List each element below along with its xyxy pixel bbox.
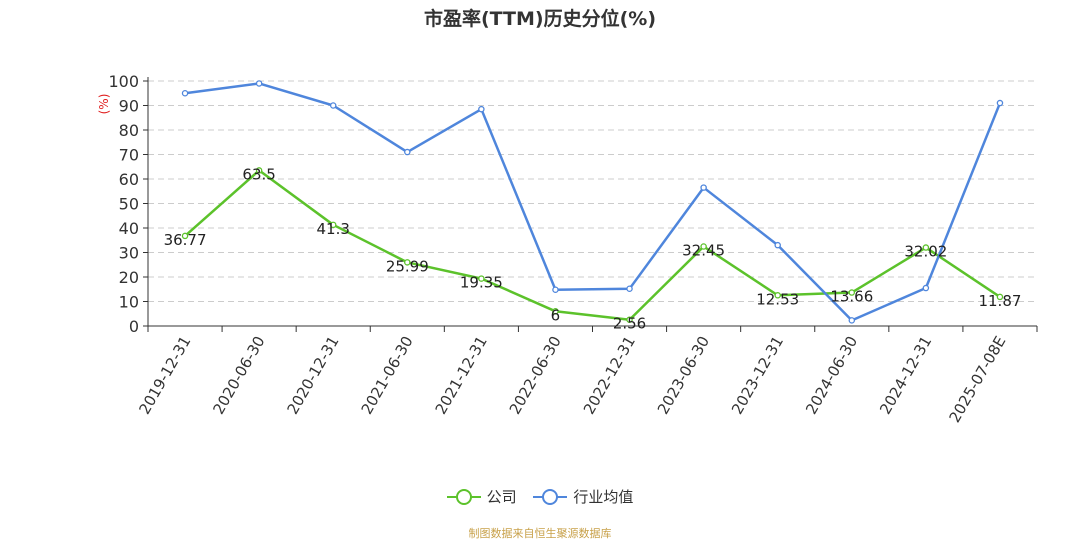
data-point-0 bbox=[478, 275, 485, 282]
x-tick-label: 2023-06-30 bbox=[654, 333, 713, 418]
x-tick-label: 2022-06-30 bbox=[506, 333, 565, 418]
data-point-0 bbox=[329, 221, 337, 229]
y-tick-label: 50 bbox=[119, 195, 139, 214]
data-label: 32.45 bbox=[682, 241, 725, 259]
data-point-1 bbox=[404, 148, 411, 156]
y-tick-label: 60 bbox=[119, 170, 139, 189]
x-tick-label: 2024-12-31 bbox=[876, 333, 935, 418]
legend: 公司 行业均值 bbox=[0, 486, 1080, 511]
data-point-1 bbox=[181, 90, 189, 97]
y-tick-label: 90 bbox=[119, 97, 139, 116]
data-point-0 bbox=[255, 167, 263, 174]
y-tick-label: 30 bbox=[119, 244, 139, 263]
data-point-0 bbox=[626, 316, 633, 323]
legend-swatch-industry bbox=[533, 488, 568, 505]
data-point-1 bbox=[255, 80, 263, 87]
data-point-1 bbox=[848, 317, 856, 324]
data-point-1 bbox=[996, 99, 1004, 107]
data-label: 41.3 bbox=[317, 220, 350, 238]
data-point-0 bbox=[922, 244, 930, 251]
y-axis-label: (%) bbox=[97, 94, 111, 115]
data-point-1 bbox=[922, 284, 930, 292]
data-point-1 bbox=[329, 102, 337, 109]
data-point-0 bbox=[181, 232, 189, 240]
y-tick-label: 20 bbox=[119, 268, 139, 287]
data-point-1 bbox=[552, 286, 559, 293]
x-tick-label: 2019-12-31 bbox=[135, 333, 194, 418]
legend-item-company[interactable]: 公司 bbox=[446, 486, 517, 507]
y-tick-label: 0 bbox=[129, 317, 139, 336]
data-label: 25.99 bbox=[386, 257, 429, 275]
x-tick-label: 2024-06-30 bbox=[802, 333, 861, 418]
data-point-0 bbox=[848, 289, 856, 296]
x-tick-label: 2022-12-31 bbox=[580, 333, 639, 418]
data-point-0 bbox=[996, 293, 1004, 301]
legend-label-industry: 行业均值 bbox=[573, 488, 634, 506]
x-tick-label: 2021-06-30 bbox=[358, 333, 417, 418]
x-tick-label: 2020-12-31 bbox=[283, 333, 342, 418]
x-tick-label: 2021-12-31 bbox=[432, 333, 491, 418]
chart-title: 市盈率(TTM)历史分位(%) bbox=[423, 8, 657, 30]
y-tick-label: 70 bbox=[119, 146, 139, 165]
series-line-0 bbox=[184, 169, 1001, 321]
data-point-1 bbox=[774, 241, 781, 249]
data-label: 19.35 bbox=[460, 274, 503, 292]
y-tick-label: 80 bbox=[119, 121, 139, 140]
data-point-0 bbox=[404, 259, 411, 266]
source-note: 制图数据来自恒生聚源数据库 bbox=[468, 527, 612, 540]
series-line-1 bbox=[184, 82, 1002, 322]
data-point-0 bbox=[552, 308, 559, 315]
data-label: 32.02 bbox=[904, 243, 947, 261]
legend-swatch-company bbox=[446, 488, 481, 505]
data-label: 63.5 bbox=[242, 165, 275, 183]
data-label: 36.77 bbox=[164, 231, 207, 249]
legend-label-company: 公司 bbox=[486, 488, 517, 506]
y-tick-label: 10 bbox=[119, 293, 139, 312]
x-tick-label: 2020-06-30 bbox=[209, 333, 268, 418]
x-tick-label: 2025-07-08E bbox=[946, 333, 1010, 426]
legend-item-industry[interactable]: 行业均值 bbox=[533, 486, 633, 507]
data-label: 6 bbox=[551, 306, 561, 324]
y-tick-label: 100 bbox=[108, 72, 139, 91]
data-point-1 bbox=[626, 285, 633, 293]
data-label: 13.66 bbox=[830, 288, 873, 306]
data-label: 2.56 bbox=[613, 315, 646, 333]
plot-area: 0 10 20 30 40 50 60 70 80 90 100 (%) 2019-12-31 2020-… bbox=[97, 72, 1038, 426]
data-point-1 bbox=[478, 105, 485, 113]
data-point-0 bbox=[774, 292, 781, 299]
data-point-0 bbox=[700, 243, 707, 250]
y-tick-label: 40 bbox=[119, 219, 139, 238]
x-tick-label: 2023-12-31 bbox=[728, 333, 787, 418]
data-label: 11.87 bbox=[978, 292, 1021, 310]
data-label: 12.53 bbox=[756, 290, 799, 308]
data-point-1 bbox=[700, 184, 707, 191]
